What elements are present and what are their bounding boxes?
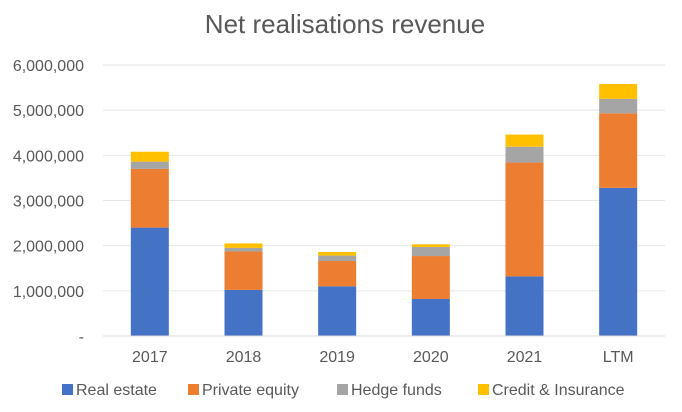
bar-segment [505, 134, 544, 147]
bar-segment [130, 168, 169, 228]
y-tick-label: 4,000,000 [13, 148, 84, 165]
y-tick-label: 5,000,000 [13, 103, 84, 120]
legend-swatch [337, 384, 348, 395]
bar-segment [411, 247, 450, 257]
legend-label: Hedge funds [351, 382, 442, 399]
bar-segment [411, 298, 450, 336]
bar-segment [599, 187, 638, 336]
x-tick-label: 2021 [507, 349, 543, 366]
bar-segment [318, 255, 357, 262]
legend: Real estate Private equity Hedge funds Cred… [62, 382, 625, 399]
bar-segment [599, 113, 638, 188]
bar-segment [318, 261, 357, 287]
bar-segment [224, 243, 263, 248]
x-tick-label: 2019 [319, 349, 355, 366]
bar-segment [505, 276, 544, 336]
bar-segment [411, 256, 450, 299]
legend-swatch [62, 384, 73, 395]
bar-segment [318, 251, 357, 256]
chart-title: Net realisations revenue [205, 9, 485, 39]
legend-label: Real estate [76, 382, 157, 399]
bar-segment [505, 146, 544, 163]
bar-segment [130, 161, 169, 169]
y-tick-label: 2,000,000 [13, 239, 84, 256]
bar-segment [224, 251, 263, 290]
gridlines [103, 64, 665, 292]
bars [130, 83, 638, 336]
bar-segment [130, 227, 169, 336]
y-axis-ticks: - 1,000,000 2,000,000 3,000,000 4,000,000 5,0… [13, 58, 84, 346]
legend-label: Private equity [202, 382, 299, 399]
bar-segment [599, 98, 638, 114]
x-tick-label: 2018 [226, 349, 262, 366]
y-tick-label: 3,000,000 [13, 194, 84, 211]
x-tick-label: LTM [603, 349, 634, 366]
legend-swatch [188, 384, 199, 395]
bar-segment [318, 286, 357, 336]
y-tick-label: 6,000,000 [13, 58, 84, 75]
bar-segment [411, 244, 450, 248]
x-tick-label: 2020 [413, 349, 449, 366]
bar-segment [599, 83, 638, 99]
bar-segment [224, 289, 263, 336]
bar-segment [224, 247, 263, 252]
legend-label: Credit & Insurance [492, 382, 625, 399]
y-tick-label: - [79, 329, 84, 346]
x-tick-label: 2017 [132, 349, 168, 366]
x-axis-ticks: 2017 2018 2019 2020 2021 LTM [132, 349, 634, 366]
legend-swatch [478, 384, 489, 395]
bar-segment [505, 162, 544, 277]
y-tick-label: 1,000,000 [13, 284, 84, 301]
bar-segment [130, 151, 169, 162]
